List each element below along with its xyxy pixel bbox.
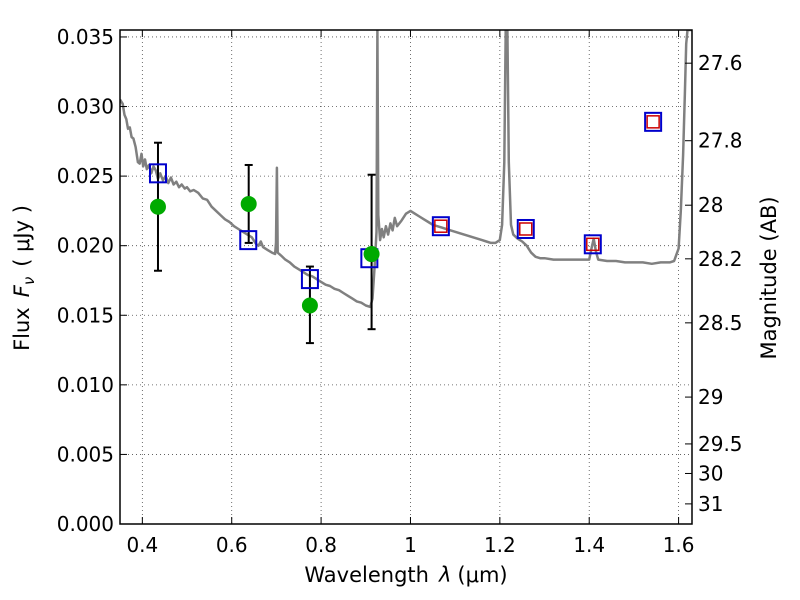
y-tick-label: 0.035 bbox=[57, 25, 114, 49]
red-square-marker bbox=[646, 115, 660, 129]
spectrum-line bbox=[120, 30, 692, 309]
axis-ticks: 0.4 0.6 0.8 1 1.2 1.4 1.6 0.000 0.005 0.010 0.015 0… bbox=[57, 25, 743, 557]
x-tick-label: 1.2 bbox=[484, 533, 516, 557]
y2-tick-label: 31 bbox=[698, 492, 723, 516]
y2-tick-label: 29.5 bbox=[698, 432, 743, 456]
y2-tick-label: 27.6 bbox=[698, 51, 743, 75]
y-tick-label: 0.015 bbox=[57, 303, 114, 327]
blue-square-marker bbox=[300, 269, 319, 290]
red-square-marker bbox=[434, 219, 448, 233]
green-data-point bbox=[149, 198, 166, 215]
x-tick-label: 0.6 bbox=[216, 533, 248, 557]
right-axis-label: Magnitude (AB) bbox=[757, 196, 781, 359]
y-tick-label: 0.025 bbox=[57, 164, 114, 188]
red-square-marker bbox=[586, 237, 600, 252]
y-tick-label: 0.020 bbox=[57, 234, 114, 258]
blue-square-marker bbox=[583, 234, 602, 255]
y2-tick-label: 30 bbox=[698, 461, 723, 485]
green-data-point bbox=[301, 297, 318, 314]
blue-square-marker bbox=[644, 111, 663, 132]
x-tick-label: 1 bbox=[404, 533, 417, 557]
y-tick-label: 0.010 bbox=[57, 373, 114, 397]
y2-tick-label: 28 bbox=[698, 193, 723, 217]
y2-tick-label: 28.2 bbox=[698, 247, 743, 271]
y-axis-label: FluxFν( μJy ) bbox=[10, 205, 38, 351]
x-tick-label: 0.8 bbox=[305, 533, 337, 557]
x-axis-label: Wavelength λ (μm) bbox=[304, 563, 507, 587]
x-tick-label: 1.6 bbox=[663, 533, 695, 557]
y-tick-label: 0.030 bbox=[57, 95, 114, 119]
blue-square-marker bbox=[431, 216, 450, 237]
y2-tick-label: 27.8 bbox=[698, 129, 743, 153]
y2-tick-label: 29 bbox=[698, 385, 723, 409]
plot-frame bbox=[119, 29, 693, 525]
blue-square-marker bbox=[239, 230, 258, 251]
model-spectrum bbox=[120, 30, 692, 309]
y-tick-label: 0.000 bbox=[57, 512, 114, 536]
x-tick-label: 1.4 bbox=[573, 533, 605, 557]
red-square-marker bbox=[519, 222, 533, 236]
blue-square-marker bbox=[516, 218, 535, 239]
y2-tick-label: 28.5 bbox=[698, 311, 743, 335]
data-points bbox=[148, 111, 663, 314]
green-data-point bbox=[240, 195, 257, 212]
blue-square-marker bbox=[148, 163, 167, 184]
x-tick-label: 0.4 bbox=[126, 533, 158, 557]
y-tick-label: 0.005 bbox=[57, 442, 114, 466]
axes-frame bbox=[119, 29, 693, 525]
green-data-point bbox=[363, 246, 380, 263]
